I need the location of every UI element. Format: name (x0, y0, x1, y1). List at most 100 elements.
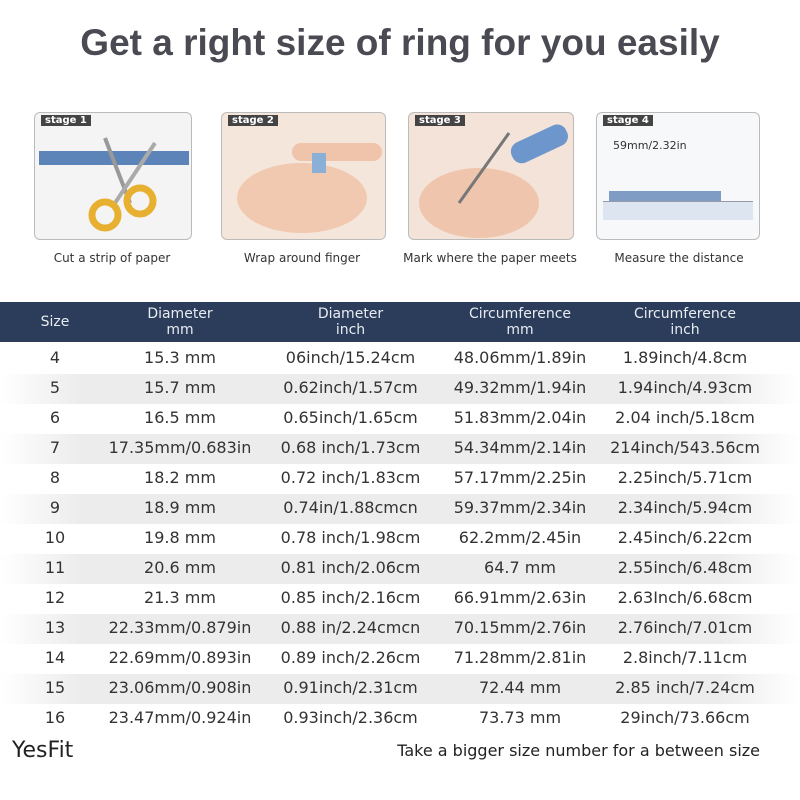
table-cell: 6 (49, 408, 61, 427)
stage-tag: stage 2 (228, 115, 278, 126)
stage-caption: Measure the distance (614, 251, 744, 265)
stage-tag: stage 4 (603, 115, 653, 126)
table-cell: 2.45inch/6.22cm (617, 528, 753, 547)
table-cell: 0.62inch/1.57cm (283, 378, 418, 397)
table-cell: 2.04 inch/5.18cm (615, 408, 755, 427)
stage-tag: stage 3 (415, 115, 465, 126)
sizing-note: Take a bigger size number for a between … (397, 741, 760, 760)
table-cell: 23.06mm/0.908in (108, 678, 252, 697)
header-unit: mm (166, 322, 194, 338)
table-cell: 72.44 mm (478, 678, 562, 697)
header-label: Circumference (468, 306, 572, 322)
table-cell: 7 (49, 438, 61, 457)
table-cell: 0.89 inch/2.26cm (280, 648, 421, 667)
table-cell: 15 (44, 678, 66, 697)
table-cell: 17.35mm/0.683in (108, 438, 252, 457)
table-row: 15 23.06mm/0.908in 0.91inch/2.31cm 72.44 mm… (0, 674, 800, 704)
header-label: Diameter (147, 306, 213, 322)
table-cell: 06inch/15.24cm (285, 348, 416, 367)
table-cell: 19.8 mm (144, 528, 216, 547)
table-header: Size Diameter mm Diameter inch Circumferen… (0, 302, 800, 342)
header-size: Size (40, 314, 70, 330)
table-cell: 11 (44, 558, 66, 577)
table-cell: 71.28mm/2.81in (453, 648, 587, 667)
paper-strip (609, 191, 721, 201)
table-cell: 0.88 in/2.24cmcn (280, 618, 421, 637)
table-cell: 16.5 mm (144, 408, 216, 427)
table-cell: 23.47mm/0.924in (108, 708, 252, 727)
table-row: 12 21.3 mm 0.85 inch/2.16cm 66.91mm/2.63in 2… (0, 584, 800, 614)
table-cell: 2.76inch/7.01cm (617, 618, 753, 637)
table-cell: 0.74in/1.88cmcn (283, 498, 418, 517)
table-cell: 29inch/73.66cm (620, 708, 750, 727)
table-cell: 15.3 mm (144, 348, 216, 367)
hand-icon (237, 143, 382, 233)
header-unit: inch (670, 322, 700, 338)
header-unit: mm (506, 322, 534, 338)
table-cell: 22.33mm/0.879in (108, 618, 252, 637)
table-cell: 51.83mm/2.04in (453, 408, 587, 427)
table-cell: 1.89inch/4.8cm (622, 348, 748, 367)
table-cell: 0.93inch/2.36cm (283, 708, 418, 727)
table-cell: 0.65inch/1.65cm (283, 408, 418, 427)
table-row: 8 18.2 mm 0.72 inch/1.83cm 57.17mm/2.25in 2.… (0, 464, 800, 494)
header-circumference-mm: Circumference mm (435, 306, 605, 338)
table-cell: 54.34mm/2.14in (453, 438, 587, 457)
table-row: 10 19.8 mm 0.78 inch/1.98cm 62.2mm/2.45in 2.… (0, 524, 800, 554)
ruler (603, 201, 753, 220)
table-row: 5 15.7 mm 0.62inch/1.57cm 49.32mm/1.94in 1.9… (0, 374, 800, 404)
table-row: 9 18.9 mm 0.74in/1.88cmcn 59.37mm/2.34in 2.3… (0, 494, 800, 524)
table-cell: 13 (44, 618, 66, 637)
table-cell: 22.69mm/0.893in (108, 648, 252, 667)
table-cell: 9 (49, 498, 61, 517)
table-cell: 2.8inch/7.11cm (622, 648, 748, 667)
table-cell: 16 (44, 708, 66, 727)
table-cell: 2.34inch/5.94cm (617, 498, 753, 517)
header-label: Diameter (317, 306, 384, 322)
marking-hand-icon (419, 124, 568, 238)
header-circumference-inch: Circumference inch (600, 306, 770, 338)
table-cell: 214inch/543.56cm (610, 438, 760, 457)
measurement-label: 59mm/2.32in (613, 139, 687, 152)
stage-caption: Wrap around finger (243, 251, 361, 265)
table-cell: 48.06mm/1.89in (453, 348, 587, 367)
table-cell: 10 (44, 528, 66, 547)
table-cell: 0.91inch/2.31cm (283, 678, 418, 697)
table-cell: 0.72 inch/1.83cm (280, 468, 421, 487)
table-cell: 64.7 mm (484, 558, 556, 577)
table-cell: 66.91mm/2.63in (453, 588, 587, 607)
table-cell: 1.94inch/4.93cm (617, 378, 753, 397)
header-label: Circumference (633, 306, 737, 322)
table-cell: 20.6 mm (144, 558, 216, 577)
table-row: 11 20.6 mm 0.81 inch/2.06cm 64.7 mm 2.55inch… (0, 554, 800, 584)
stage-3-panel: stage 3 (408, 112, 574, 240)
table-cell: 59.37mm/2.34in (453, 498, 587, 517)
stage-caption: Mark where the paper meets (403, 251, 577, 265)
stage-4-panel: stage 4 59mm/2.32in (596, 112, 760, 240)
stage-2-panel: stage 2 (221, 112, 386, 240)
table-row: 6 16.5 mm 0.65inch/1.65cm 51.83mm/2.04in 2.0… (0, 404, 800, 434)
table-cell: 2.55inch/6.48cm (617, 558, 753, 577)
table-cell: 70.15mm/2.76in (453, 618, 587, 637)
header-diameter-inch: Diameter inch (258, 306, 443, 338)
stage-caption: Cut a strip of paper (53, 251, 171, 265)
table-cell: 21.3 mm (144, 588, 216, 607)
table-cell: 0.85 inch/2.16cm (280, 588, 421, 607)
table-cell: 2.63Inch/6.68cm (617, 588, 753, 607)
table-cell: 8 (49, 468, 61, 487)
table-cell: 2.85 inch/7.24cm (615, 678, 755, 697)
table-cell: 0.78 inch/1.98cm (280, 528, 421, 547)
table-cell: 18.9 mm (144, 498, 216, 517)
table-cell: 57.17mm/2.25in (453, 468, 587, 487)
table-cell: 62.2mm/2.45in (458, 528, 582, 547)
table-row: 4 15.3 mm 06inch/15.24cm 48.06mm/1.89in 1.89… (0, 344, 800, 374)
table-cell: 4 (49, 348, 61, 367)
brand-name: YesFit (12, 738, 74, 763)
table-cell: 49.32mm/1.94in (453, 378, 587, 397)
table-row: 7 17.35mm/0.683in 0.68 inch/1.73cm 54.34mm/… (0, 434, 800, 464)
table-cell: 2.25inch/5.71cm (617, 468, 753, 487)
stage-tag: stage 1 (41, 115, 91, 126)
page-title: Get a right size of ring for you easily (80, 22, 720, 63)
table-cell: 14 (44, 648, 66, 667)
table-cell: 73.73 mm (478, 708, 562, 727)
